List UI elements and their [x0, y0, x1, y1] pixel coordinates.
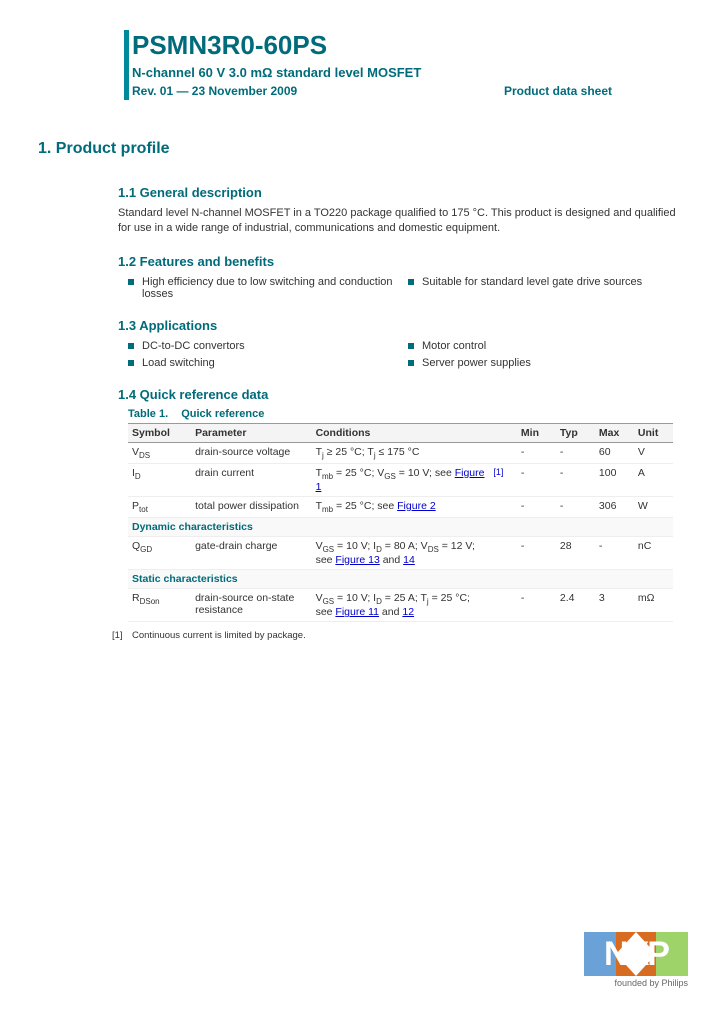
col-parameter: Parameter: [191, 423, 311, 442]
table-header-row: Symbol Parameter Conditions Min Typ Max …: [128, 423, 673, 442]
revision-text: Rev. 01 — 23 November 2009: [132, 84, 297, 98]
content-area: 1.1 General description Standard level N…: [118, 185, 678, 641]
caption-label: Table 1.: [128, 408, 168, 420]
table-row: RDSondrain-source on-state resistanceVGS…: [128, 589, 673, 622]
doc-type-text: Product data sheet: [504, 84, 612, 98]
bullet-icon: [408, 360, 414, 366]
table-row: IDdrain currentTmb = 25 °C; VGS = 10 V; …: [128, 463, 673, 496]
subtitle: N-channel 60 V 3.0 mΩ standard level MOS…: [132, 65, 612, 80]
list-item: High efficiency due to low switching and…: [118, 275, 398, 304]
list-item: Suitable for standard level gate drive s…: [398, 275, 678, 292]
col-unit: Unit: [634, 423, 673, 442]
s12-title: 1.2 Features and benefits: [118, 254, 678, 269]
col-max: Max: [595, 423, 634, 442]
list-item: Motor control: [398, 339, 678, 356]
section-1-heading: 1. Product profile: [38, 140, 170, 158]
s13-bullets: DC-to-DC convertors Load switching Motor…: [118, 339, 678, 373]
nxp-logo: NXP: [584, 932, 688, 976]
s12-bullets: High efficiency due to low switching and…: [118, 275, 678, 304]
s13-title: 1.3 Applications: [118, 318, 678, 333]
bullet-text: High efficiency due to low switching and…: [142, 276, 398, 300]
caption-title: Quick reference: [181, 408, 264, 420]
bullet-icon: [128, 279, 134, 285]
col-conditions: Conditions: [312, 423, 490, 442]
bullet-icon: [408, 279, 414, 285]
list-item: Server power supplies: [398, 356, 678, 373]
col-typ: Typ: [556, 423, 595, 442]
logo-area: NXP founded by Philips: [584, 932, 688, 988]
table-subhead: Dynamic characteristics: [128, 517, 673, 536]
bullet-icon: [408, 343, 414, 349]
col-symbol: Symbol: [128, 423, 191, 442]
bullet-text: Motor control: [422, 340, 486, 352]
s11-text: Standard level N-channel MOSFET in a TO2…: [118, 206, 678, 236]
table-row: Ptottotal power dissipationTmb = 25 °C; …: [128, 496, 673, 517]
header-accent-bar: [124, 30, 129, 100]
col-ref: [489, 423, 517, 442]
bullet-text: DC-to-DC convertors: [142, 340, 245, 352]
rev-row: Rev. 01 — 23 November 2009 Product data …: [132, 84, 612, 98]
part-number: PSMN3R0-60PS: [132, 30, 612, 61]
table-subhead: Static characteristics: [128, 570, 673, 589]
bullet-text: Server power supplies: [422, 357, 531, 369]
header-block: PSMN3R0-60PS N-channel 60 V 3.0 mΩ stand…: [132, 30, 612, 98]
bullet-icon: [128, 343, 134, 349]
list-item: Load switching: [118, 356, 398, 373]
founded-text: founded by Philips: [584, 978, 688, 988]
table-row: VDSdrain-source voltageTj ≥ 25 °C; Tj ≤ …: [128, 442, 673, 463]
bullet-icon: [128, 360, 134, 366]
col-min: Min: [517, 423, 556, 442]
table-caption: Table 1. Quick reference: [118, 408, 678, 420]
footnote: Continuous current is limited by package…: [118, 630, 678, 641]
s14-title: 1.4 Quick reference data: [118, 387, 678, 402]
s11-title: 1.1 General description: [118, 185, 678, 200]
quick-ref-table: Symbol Parameter Conditions Min Typ Max …: [128, 423, 673, 622]
bullet-text: Load switching: [142, 357, 215, 369]
table-row: QGDgate-drain chargeVGS = 10 V; ID = 80 …: [128, 536, 673, 569]
list-item: DC-to-DC convertors: [118, 339, 398, 356]
bullet-text: Suitable for standard level gate drive s…: [422, 276, 642, 288]
